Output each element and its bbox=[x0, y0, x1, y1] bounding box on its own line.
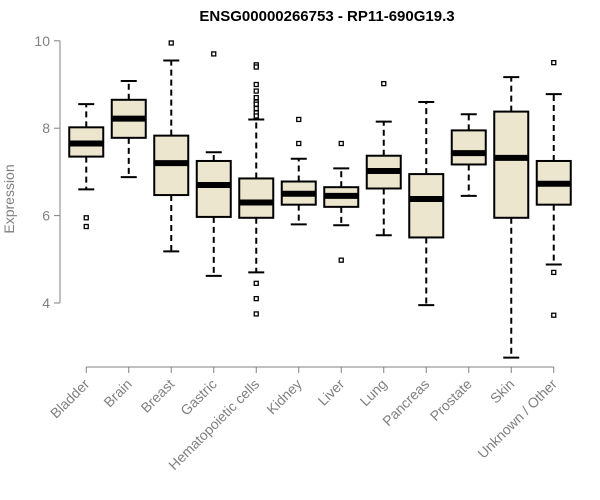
x-tick-label: Unknown / Other bbox=[474, 376, 560, 462]
box-group bbox=[323, 140, 360, 263]
outlier-point bbox=[253, 94, 259, 101]
box bbox=[408, 173, 445, 239]
outlier-point bbox=[381, 80, 387, 87]
box-group bbox=[153, 40, 190, 253]
y-tick-label: 4 bbox=[42, 295, 50, 311]
outlier-point bbox=[296, 116, 302, 123]
x-tick-label: Bladder bbox=[47, 376, 93, 422]
box-group bbox=[493, 76, 530, 359]
outlier-point bbox=[253, 81, 259, 88]
outlier-point bbox=[338, 140, 344, 147]
box-series bbox=[68, 40, 572, 359]
outlier-point bbox=[83, 215, 89, 221]
box bbox=[450, 129, 487, 166]
outlier-point bbox=[83, 223, 89, 230]
y-tick-label: 6 bbox=[42, 208, 50, 224]
outlier-point bbox=[551, 60, 557, 66]
x-tick-label: Prostate bbox=[427, 376, 475, 424]
chart-title: ENSG00000266753 - RP11-690G19.3 bbox=[199, 8, 454, 25]
outlier-point bbox=[253, 280, 259, 286]
outlier-point bbox=[253, 101, 259, 107]
x-tick-label: Breast bbox=[137, 376, 177, 416]
box-group bbox=[535, 60, 572, 318]
outlier-point bbox=[253, 105, 259, 112]
y-axis-label: Expression bbox=[1, 164, 17, 233]
outlier-point bbox=[551, 269, 557, 276]
box-group bbox=[195, 51, 232, 277]
box-group bbox=[365, 80, 402, 237]
outlier-point bbox=[253, 113, 259, 119]
y-tick-label: 8 bbox=[42, 120, 50, 136]
outlier-point bbox=[253, 64, 259, 70]
box-group bbox=[238, 62, 275, 317]
x-tick-label: Lung bbox=[357, 376, 390, 409]
outlier-point bbox=[253, 295, 259, 302]
x-tick-label: Liver bbox=[315, 376, 348, 409]
outlier-point bbox=[253, 88, 259, 94]
box bbox=[238, 177, 275, 219]
x-tick-label: Pancreas bbox=[379, 376, 432, 429]
box-group bbox=[408, 100, 445, 307]
box-group bbox=[110, 80, 147, 179]
box bbox=[493, 110, 530, 219]
outlier-point bbox=[168, 40, 174, 46]
box bbox=[195, 159, 232, 218]
outlier-point bbox=[551, 312, 557, 318]
box-group bbox=[450, 113, 487, 197]
outlier-point bbox=[253, 311, 259, 317]
y-tick-label: 10 bbox=[34, 33, 50, 49]
outlier-point bbox=[296, 140, 302, 147]
y-axis: 4 6 8 10 bbox=[34, 33, 61, 311]
box-group bbox=[280, 116, 317, 226]
outlier-point bbox=[211, 51, 217, 57]
x-tick-label: Skin bbox=[487, 376, 518, 407]
x-tick-label: Brain bbox=[100, 376, 134, 410]
box-group bbox=[68, 103, 105, 230]
x-tick-label: Kidney bbox=[263, 376, 305, 418]
outlier-point bbox=[338, 257, 344, 263]
